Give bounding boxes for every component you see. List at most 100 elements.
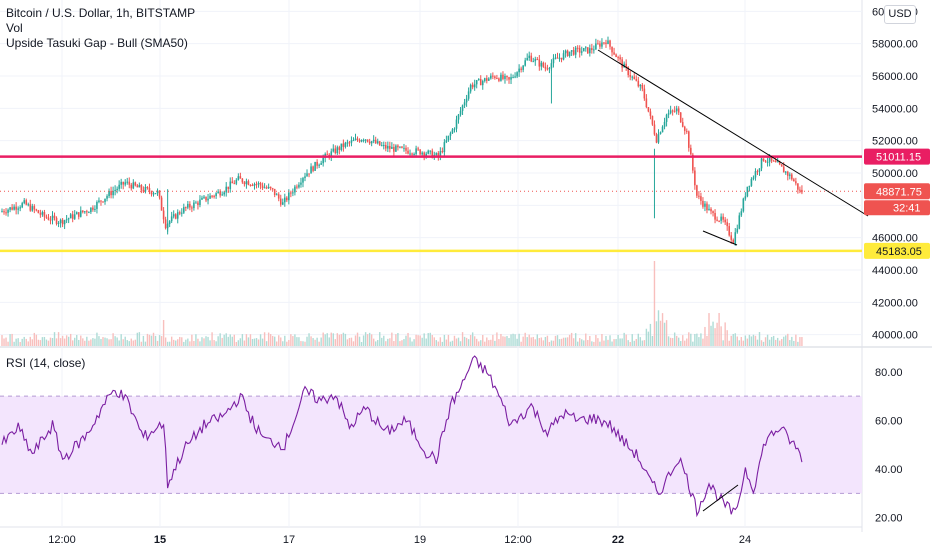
candle-body [306,173,308,177]
candle-body [532,61,535,63]
currency-button[interactable]: USD [884,5,916,24]
volume-bar [799,337,801,346]
volume-bar [760,340,763,346]
candle-body [423,152,425,156]
volume-bar [619,338,621,346]
volume-label[interactable]: Vol [6,21,23,35]
volume-bar [267,332,270,346]
volume-bar [623,332,625,346]
candle-body [150,191,153,195]
candle-body [516,72,518,77]
candle-body [738,215,741,229]
volume-bar [512,333,514,346]
volume-bar [31,339,33,346]
candle-body [601,42,603,47]
candle-body [647,107,650,112]
volume-bar [480,340,482,346]
candle-body [619,57,621,60]
volume-bar [179,336,181,346]
symbol-title[interactable]: Bitcoin / U.S. Dollar, 1h, BITSTAMP [6,6,196,20]
candle-body [364,139,367,141]
candle-body [162,210,165,220]
candle-body [625,63,627,68]
candle-body [530,55,533,62]
candle-body [330,151,333,158]
candle-body [79,210,82,217]
candle-body [690,147,692,155]
volume-bar [326,333,328,346]
candle-body [734,232,737,244]
volume-bar [243,340,246,346]
candle-body [655,134,658,143]
volume-bar [548,341,551,346]
volume-bar [748,334,751,346]
volume-bar [19,341,21,346]
candle-body [782,166,785,173]
volume-bar [581,339,583,346]
candle-body [445,140,448,143]
rsi-label[interactable]: RSI (14, close) [6,356,86,370]
volume-bar [78,339,80,346]
candle-body [67,218,70,220]
candle-body [368,141,371,144]
volume-bar [88,340,90,346]
volume-bar [730,335,732,346]
volume-bar [742,340,745,346]
candle-body [106,196,108,199]
volume-bar [290,334,292,346]
volume-bar [25,338,27,346]
volume-bar [601,334,603,346]
volume-bar [362,335,365,346]
candle-body [671,110,674,112]
volume-bar [649,323,652,346]
candle-body [284,197,286,203]
candle-body [37,210,40,214]
volume-bar [328,337,330,346]
candle-body [176,212,179,219]
volume-bar [621,338,623,346]
volume-bar [413,339,415,346]
candle-body [391,146,393,149]
volume-bar [532,336,534,346]
volume-bar [76,334,78,346]
time-tick-label: 12:00 [504,534,532,546]
candle-body [635,79,638,81]
volume-bar [27,341,29,346]
candle-body [362,139,365,141]
candle-body [512,77,514,79]
volume-bar [217,336,219,346]
candle-body [661,126,664,133]
price-tick-label: 54000.00 [872,103,918,115]
volume-bar [482,334,484,346]
volume-bar [720,326,722,346]
strategy-label[interactable]: Upside Tasuki Gap - Bull (SMA50) [6,36,188,50]
volume-bar [445,339,448,346]
candle-body [780,164,783,167]
volume-bar [437,341,440,346]
candle-body [528,55,531,58]
candle-body [651,115,654,125]
candle-body [453,128,456,130]
candle-body [217,191,219,194]
candle-body [544,66,547,69]
time-tick-label: 12:00 [48,534,76,546]
candle-body [271,188,274,190]
volume-bar [417,335,419,346]
volume-bar [364,332,367,346]
candle-body [401,146,403,148]
candle-body [766,161,769,163]
candle-body [469,84,472,92]
volume-bar [53,332,56,346]
volume-bar [304,341,306,346]
volume-bar [443,334,446,346]
volume-bar [433,337,435,346]
volume-bar [166,341,169,346]
volume-bar [399,341,401,346]
volume-bar [728,340,730,346]
volume-bar [15,338,17,346]
candle-body [483,78,486,82]
candle-body [429,150,432,152]
candle-body [235,179,238,184]
